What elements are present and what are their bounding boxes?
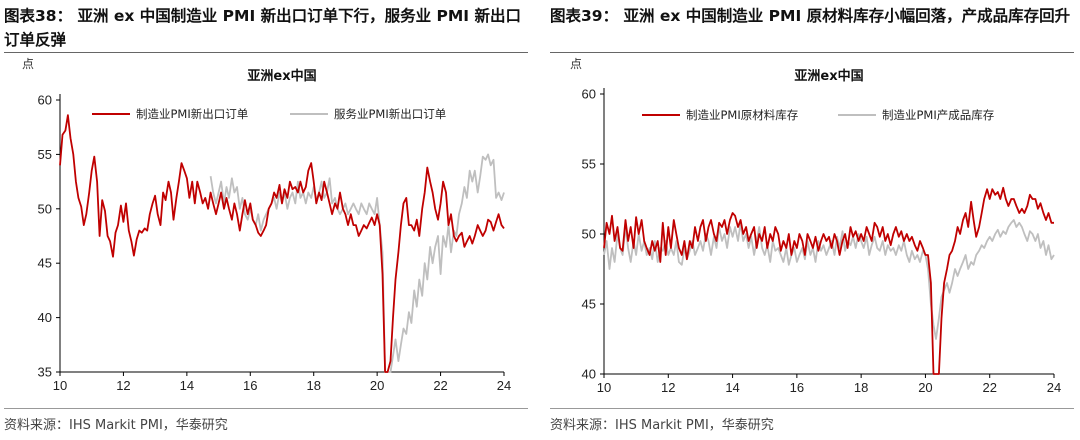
figure-39-heading: 图表39： 亚洲 ex 中国制造业 PMI 原材料库存小幅回落，产成品库存回升 (550, 7, 1071, 25)
x-tick-label: 10 (53, 378, 67, 393)
figure-38-source: 资料来源：IHS Markit PMI，华泰研究 (4, 418, 228, 433)
series-line-primary (59, 114, 505, 373)
y-tick-label: 55 (38, 147, 52, 162)
heading-rule (4, 52, 528, 53)
chart-title: 亚洲ex中国 (247, 68, 316, 84)
y-tick-label: 45 (38, 256, 52, 271)
y-tick-label: 40 (582, 367, 596, 382)
left-chart-panel: 图表38： 亚洲 ex 中国制造业 PMI 新出口订单下行，服务业 PMI 新出… (4, 0, 532, 440)
x-tick-label: 10 (597, 380, 611, 395)
y-tick-label: 60 (38, 93, 52, 108)
x-tick-label: 14 (180, 378, 194, 393)
x-tick-label: 18 (854, 380, 868, 395)
y-tick-label: 55 (582, 157, 596, 172)
x-tick-label: 20 (370, 378, 384, 393)
x-tick-label: 14 (725, 380, 739, 395)
y-tick-label: 35 (38, 365, 52, 380)
footer-rule (550, 408, 1074, 409)
x-tick-label: 22 (982, 380, 996, 395)
y-tick-label: 40 (38, 310, 52, 325)
chart-title: 亚洲ex中国 (794, 68, 863, 84)
x-tick-label: 24 (1047, 380, 1061, 395)
x-tick-label: 24 (497, 378, 511, 393)
y-unit-label: 点 (570, 57, 582, 71)
x-tick-label: 22 (433, 378, 447, 393)
right-chart-panel: 图表39： 亚洲 ex 中国制造业 PMI 原材料库存小幅回落，产成品库存回升 … (550, 0, 1078, 440)
y-tick-label: 45 (582, 297, 596, 312)
series-line-secondary (209, 153, 505, 373)
series-line-primary (603, 186, 1054, 375)
legend-label: 服务业PMI新出口订单 (334, 107, 446, 121)
footer-rule (4, 408, 528, 409)
y-tick-label: 50 (582, 227, 596, 242)
heading-rule (550, 52, 1074, 53)
y-tick-label: 50 (38, 201, 52, 216)
x-tick-label: 12 (116, 378, 130, 393)
x-tick-label: 16 (790, 380, 804, 395)
figure-38-heading: 图表38： 亚洲 ex 中国制造业 PMI 新出口订单下行，服务业 PMI 新出… (4, 7, 521, 49)
legend-label: 制造业PMI原材料库存 (686, 108, 798, 122)
legend-label: 制造业PMI新出口订单 (136, 107, 248, 121)
x-tick-label: 12 (661, 380, 675, 395)
x-tick-label: 18 (306, 378, 320, 393)
legend-label: 制造业PMI产成品库存 (882, 108, 994, 122)
figure-39-source: 资料来源：IHS Markit PMI，华泰研究 (550, 418, 774, 433)
x-tick-label: 16 (243, 378, 257, 393)
x-tick-label: 20 (918, 380, 932, 395)
y-tick-label: 60 (582, 87, 596, 102)
series-line-secondary (603, 219, 1055, 340)
y-unit-label: 点 (22, 57, 34, 71)
